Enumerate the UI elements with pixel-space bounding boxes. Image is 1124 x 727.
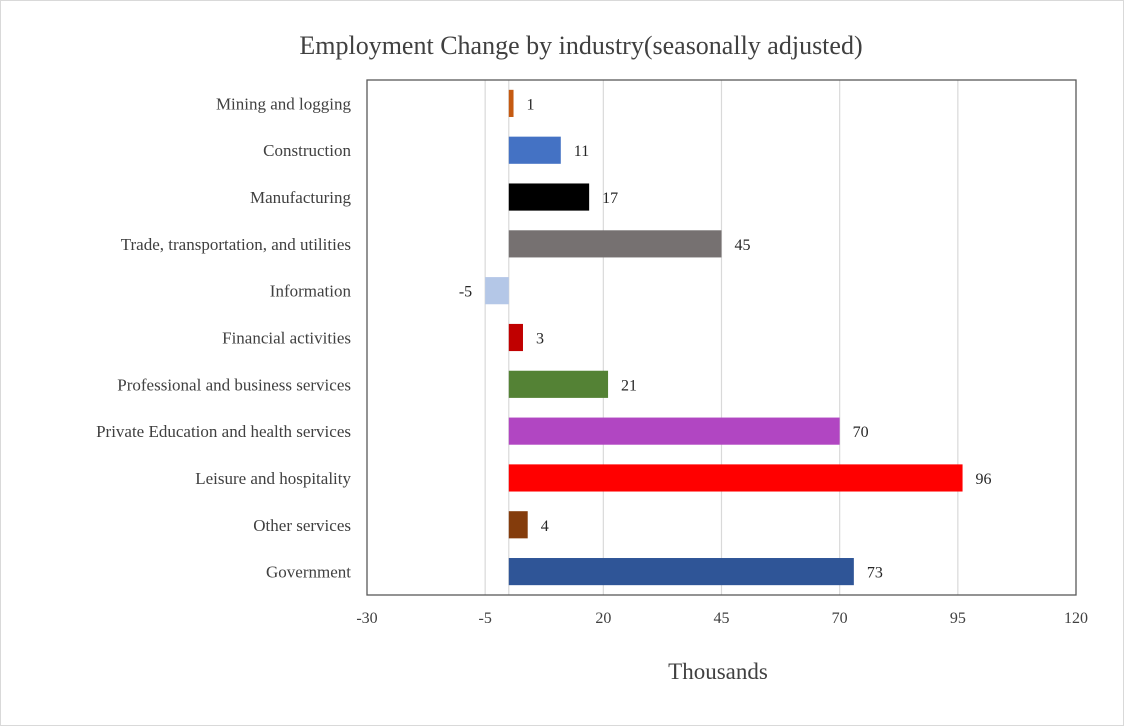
category-label: Other services	[253, 516, 351, 535]
x-axis-title: Thousands	[668, 659, 768, 684]
data-label: 11	[574, 143, 589, 160]
x-tick-label: 45	[714, 610, 730, 627]
data-label: 1	[527, 96, 535, 113]
category-label: Information	[270, 282, 352, 301]
bar	[508, 464, 963, 492]
bar	[508, 183, 590, 211]
category-label: Construction	[263, 141, 351, 160]
x-tick-label: -30	[356, 610, 377, 627]
x-tick-label: -5	[479, 610, 492, 627]
data-label: -5	[459, 284, 472, 301]
bar	[508, 136, 561, 164]
data-label: 45	[735, 237, 751, 254]
data-label: 17	[602, 190, 618, 207]
data-label: 21	[621, 377, 637, 394]
bar	[508, 230, 722, 258]
category-label: Financial activities	[222, 329, 351, 348]
data-label: 73	[867, 565, 883, 582]
category-label: Mining and logging	[216, 94, 352, 113]
data-label: 3	[536, 331, 544, 348]
bar	[508, 558, 854, 586]
x-tick-label: 95	[950, 610, 966, 627]
bars	[485, 89, 963, 586]
category-label: Government	[266, 563, 351, 582]
category-label: Trade, transportation, and utilities	[121, 235, 351, 254]
bar	[508, 89, 514, 117]
data-label: 70	[853, 424, 869, 441]
category-label: Private Education and health services	[96, 422, 351, 441]
category-label: Leisure and hospitality	[195, 469, 351, 488]
bar	[508, 417, 840, 445]
x-tick-label: 70	[832, 610, 848, 627]
chart-title: Employment Change by industry(seasonally…	[299, 31, 862, 60]
category-labels: Mining and logging Construction Manufactur…	[96, 94, 351, 581]
x-tick-label: 120	[1064, 610, 1088, 627]
plot-area-border	[366, 79, 1077, 596]
x-tick-labels: -30 -5 20 45 70 95 120	[356, 610, 1088, 627]
bar	[508, 323, 523, 352]
bar	[485, 277, 509, 305]
data-label: 4	[541, 518, 549, 535]
bar	[508, 370, 609, 398]
category-label: Professional and business services	[117, 375, 351, 394]
category-label: Manufacturing	[250, 188, 352, 207]
bar	[508, 511, 528, 539]
data-label: 96	[976, 471, 992, 488]
x-tick-label: 20	[595, 610, 611, 627]
